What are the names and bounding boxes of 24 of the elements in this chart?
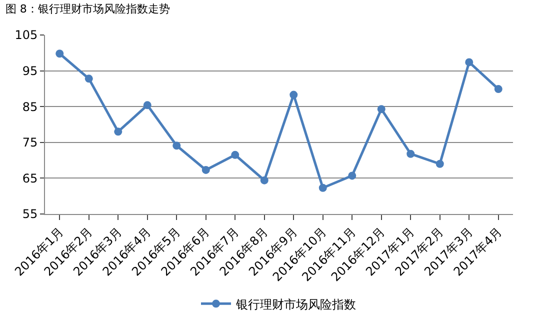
point bbox=[290, 90, 298, 99]
y-tick-label: 105 bbox=[14, 28, 38, 42]
point bbox=[406, 150, 415, 158]
point bbox=[260, 176, 268, 184]
point bbox=[143, 101, 152, 110]
y-tick-label: 85 bbox=[22, 100, 38, 114]
chart-title: 图 8：银行理财市场风险指数走势 bbox=[5, 2, 170, 16]
y-tick-label: 75 bbox=[22, 136, 38, 150]
point bbox=[114, 128, 122, 136]
point bbox=[318, 184, 327, 192]
y-tick-label: 95 bbox=[22, 64, 38, 78]
point bbox=[84, 74, 93, 83]
y-tick-label: 65 bbox=[22, 171, 38, 186]
y-tick-label: 55 bbox=[22, 207, 38, 222]
point bbox=[494, 85, 502, 94]
point bbox=[465, 58, 474, 66]
point bbox=[202, 166, 210, 174]
point bbox=[377, 105, 386, 114]
point bbox=[436, 160, 444, 168]
point bbox=[56, 50, 64, 58]
point bbox=[231, 150, 240, 159]
point bbox=[348, 172, 356, 180]
point bbox=[172, 142, 181, 150]
legend-label: 银行理财市场风险指数 bbox=[235, 297, 356, 312]
